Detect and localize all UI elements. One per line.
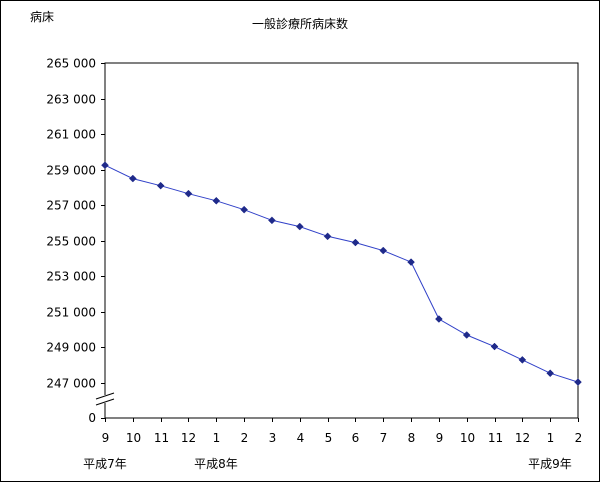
plot-area [95,62,579,422]
data-point [407,258,415,266]
series-line [104,164,579,383]
x-tick-label: 11 [154,431,169,445]
data-point [490,342,499,351]
data-point [128,174,137,183]
era-label: 平成8年 [194,457,238,471]
data-point [184,189,193,198]
x-tick-labels: 9 10 11 12 1 2 3 4 5 6 7 8 9 10 11 12 1 2 [102,431,583,445]
y-tick-label: 265 000 [46,57,96,71]
x-tick-label: 10 [460,431,475,445]
data-point [351,238,360,247]
x-tick-label: 11 [488,431,503,445]
y-tick-label: 253 000 [46,270,96,284]
data-point [435,315,443,323]
data-point [379,246,388,255]
y-tick-label: 261 000 [46,128,96,142]
data-point [518,356,527,364]
axis-break-mark [95,398,115,406]
x-tick-label: 6 [352,431,360,445]
era-label: 平成7年 [83,457,127,471]
axis-break-mark [95,392,115,400]
data-point [546,369,555,378]
x-tick-label: 12 [515,431,530,445]
x-tick-label: 2 [241,431,249,445]
data-point [323,232,332,241]
x-tick-label: 3 [269,431,277,445]
x-tick-label: 9 [102,431,110,445]
data-point [156,181,165,190]
data-point [212,196,221,205]
era-label: 平成9年 [528,457,572,471]
data-point [101,161,109,170]
x-tick-label: 1 [213,431,221,445]
y-tick-label: 247 000 [46,377,96,391]
y-tick-label: 255 000 [46,235,96,249]
x-tick-label: 12 [181,431,196,445]
plot-frame [104,62,579,419]
x-tick-label: 1 [547,431,555,445]
y-tick-label: 249 000 [46,341,96,355]
x-tick-label: 4 [297,431,305,445]
y-tick-label: 263 000 [46,93,96,107]
x-tick-label: 10 [126,431,141,445]
y-tick-label: 259 000 [46,164,96,178]
data-point [268,216,276,225]
y-tick-label: 251 000 [46,306,96,320]
axis-break-mask [98,395,112,403]
x-tick-label: 2 [575,431,583,445]
chart-title: 一般診療所病床数 [252,16,348,31]
x-tick-label: 9 [436,431,444,445]
y-tick-label: 257 000 [46,199,96,213]
y-zero-label: 0 [88,411,96,425]
data-point [295,222,304,231]
x-tick-label: 8 [408,431,416,445]
y-tick-labels: 265 000 263 000 261 000 259 000 257 000 255 0… [46,57,96,426]
series-path [104,164,579,383]
data-point [574,378,582,386]
data-points [101,161,582,386]
y-axis-label: 病床 [30,9,54,24]
x-tick-label: 7 [380,431,388,445]
data-point [240,205,248,214]
x-tick-label: 5 [325,431,333,445]
era-labels: 平成7年 平成8年 平成9年 [83,457,572,471]
data-point [462,331,471,339]
